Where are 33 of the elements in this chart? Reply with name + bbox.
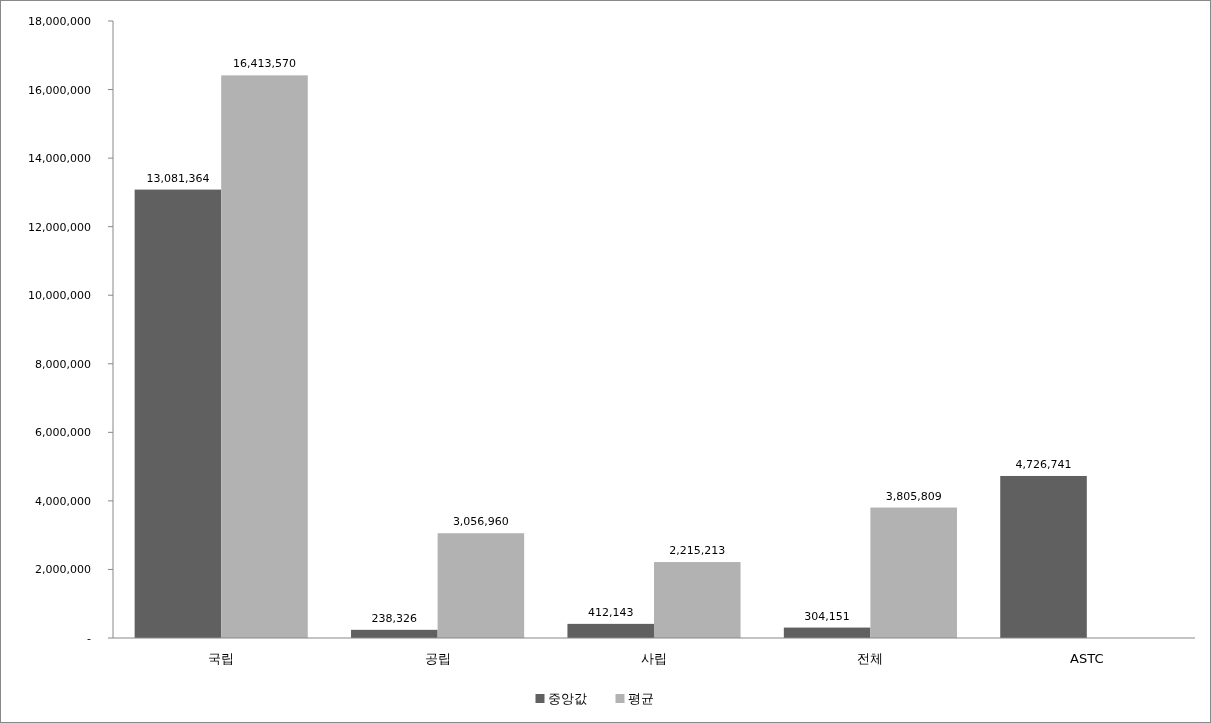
bar — [437, 533, 525, 638]
y-tick-label: 12,000,000 — [28, 220, 91, 234]
y-tick-label: 14,000,000 — [28, 152, 91, 166]
x-tick-label: 국립 — [208, 651, 235, 666]
bar — [870, 507, 957, 638]
y-tick-label: 16,000,000 — [28, 83, 91, 97]
data-label: 2,215,213 — [669, 544, 726, 558]
y-tick-label: 6,000,000 — [35, 426, 91, 440]
x-tick-label: 전체 — [857, 651, 884, 666]
data-label: 16,413,570 — [232, 57, 296, 71]
data-label: 412,143 — [587, 605, 634, 619]
data-label: 13,081,364 — [146, 171, 210, 185]
bar — [221, 75, 308, 638]
data-label: 3,056,960 — [452, 515, 509, 529]
data-label: 4,726,741 — [1015, 457, 1072, 471]
y-tick-label: 10,000,000 — [28, 289, 91, 303]
legend-label: 중앙값 — [547, 691, 587, 706]
bar — [567, 623, 654, 638]
legend-label: 평균 — [627, 691, 654, 706]
bar — [654, 562, 741, 638]
x-tick-label: 사립 — [641, 651, 667, 666]
data-label: 304,151 — [804, 609, 850, 623]
y-tick-label: 8,000,000 — [35, 357, 91, 371]
y-tick-label: - — [87, 632, 92, 645]
x-tick-label: 공립 — [424, 651, 451, 666]
bar — [1000, 475, 1087, 638]
bar — [134, 189, 222, 638]
data-label: 3,805,809 — [885, 489, 942, 503]
y-tick-label: 2,000,000 — [35, 563, 91, 577]
data-label: 238,326 — [371, 611, 418, 625]
y-tick-label: 4,000,000 — [35, 494, 91, 508]
x-tick-label: ASTC — [1070, 651, 1104, 666]
y-tick-label: 18,000,000 — [28, 15, 91, 28]
